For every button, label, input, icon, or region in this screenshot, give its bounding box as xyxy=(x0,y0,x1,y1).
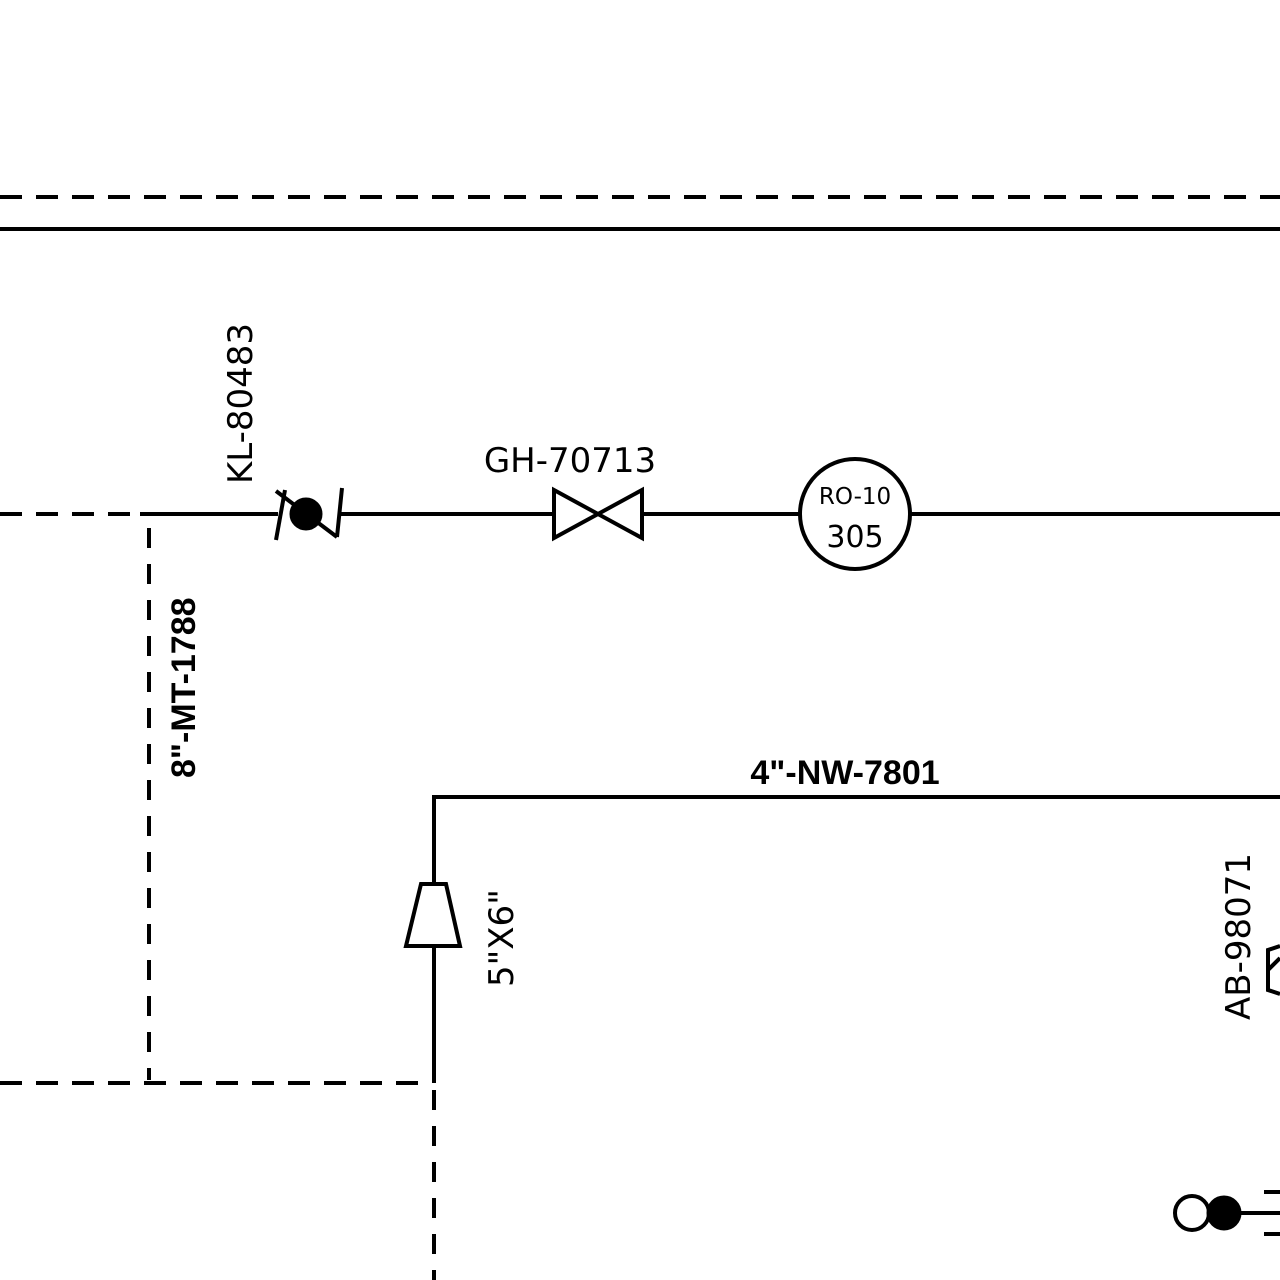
check-valve-icon[interactable] xyxy=(274,487,344,541)
line-number-vertical-label: 8"-MT-1788 xyxy=(165,597,203,778)
instrument-bubble[interactable]: RO-10 305 xyxy=(798,457,912,571)
gate-valve-tag-label: GH-70713 xyxy=(484,441,656,481)
reducer-size-label: 5"X6" xyxy=(482,889,522,987)
check-valve-tag-label: KL-80483 xyxy=(221,323,261,484)
instrument-tag: RO-10 xyxy=(819,484,891,510)
pipe-4in-nw-7801 xyxy=(432,795,1280,1083)
right-valve-partial-icon[interactable] xyxy=(1266,944,1280,996)
reducer-icon[interactable] xyxy=(403,882,463,948)
gate-valve-icon[interactable] xyxy=(552,486,644,542)
instrument-connection-icon xyxy=(1173,1190,1280,1236)
line-number-horizontal-label: 4"-NW-7801 xyxy=(750,754,939,792)
right-valve-tag-label: AB-98071 xyxy=(1219,853,1259,1020)
instrument-number: 305 xyxy=(826,520,883,555)
